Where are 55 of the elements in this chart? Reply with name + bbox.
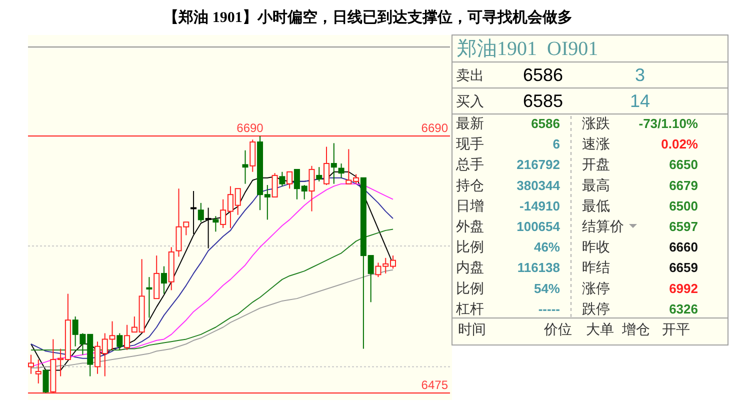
text: 3 bbox=[634, 65, 646, 85]
text: 6326 bbox=[669, 301, 698, 316]
text: 6679 bbox=[669, 178, 698, 193]
text: 最低 bbox=[582, 197, 610, 214]
text: 6585 bbox=[523, 91, 564, 111]
text: 开盘 bbox=[582, 156, 610, 172]
text: 0.02% bbox=[661, 136, 698, 152]
text: 54% bbox=[534, 280, 560, 296]
text: 最新 bbox=[456, 115, 484, 131]
text: 速涨 bbox=[582, 136, 610, 152]
text: 比例 bbox=[456, 238, 484, 255]
text: 现手 bbox=[456, 136, 484, 152]
text: 持仓 bbox=[456, 176, 484, 193]
text: 价位 bbox=[543, 321, 572, 337]
text: 昨收 bbox=[582, 238, 610, 255]
text: 6586 bbox=[523, 65, 564, 85]
text: 跌停 bbox=[582, 300, 610, 316]
text: 6659 bbox=[669, 260, 698, 276]
text: 外盘 bbox=[456, 218, 484, 234]
text: 大单 bbox=[586, 321, 614, 337]
text: 结算价 bbox=[582, 218, 624, 234]
text: 116138 bbox=[517, 260, 560, 276]
text: -73/1.10% bbox=[638, 116, 698, 131]
text: 日增 bbox=[456, 197, 484, 214]
text: 6586 bbox=[531, 116, 560, 131]
text: 总手 bbox=[455, 156, 484, 172]
text: 6650 bbox=[669, 157, 698, 172]
text: 增仓 bbox=[621, 321, 650, 337]
text: 时间 bbox=[458, 321, 486, 337]
text: 郑油1901 OI901 bbox=[457, 38, 598, 60]
text: 昨结 bbox=[582, 259, 610, 276]
text: 开平 bbox=[662, 321, 690, 337]
text: 380344 bbox=[516, 178, 561, 193]
text: 比例 bbox=[456, 280, 484, 296]
ref-line-label: 6690 bbox=[236, 121, 264, 135]
text: 6660 bbox=[669, 240, 698, 255]
text: 6500 bbox=[669, 198, 698, 214]
chart-title: 【郑油 1901】小时偏空，日线已到达支撑位，可寻找机会做多 bbox=[164, 8, 572, 26]
text: 最高 bbox=[582, 176, 610, 193]
text: 216792 bbox=[516, 157, 560, 172]
text: 100654 bbox=[516, 219, 561, 234]
text: 46% bbox=[534, 240, 560, 255]
text: 买入 bbox=[456, 93, 484, 109]
text: 杠杆 bbox=[455, 300, 484, 316]
text: ----- bbox=[538, 301, 560, 316]
text: 涨停 bbox=[582, 280, 610, 296]
text: 涨跌 bbox=[582, 115, 610, 131]
text: 14 bbox=[630, 91, 650, 111]
text: 卖出 bbox=[456, 67, 484, 83]
text: 内盘 bbox=[456, 259, 484, 276]
y-tick-label: 6475 bbox=[421, 378, 448, 392]
text: 6597 bbox=[669, 219, 698, 234]
text: 6 bbox=[552, 136, 560, 152]
text: -14910 bbox=[520, 198, 560, 214]
text: 6992 bbox=[669, 280, 698, 296]
